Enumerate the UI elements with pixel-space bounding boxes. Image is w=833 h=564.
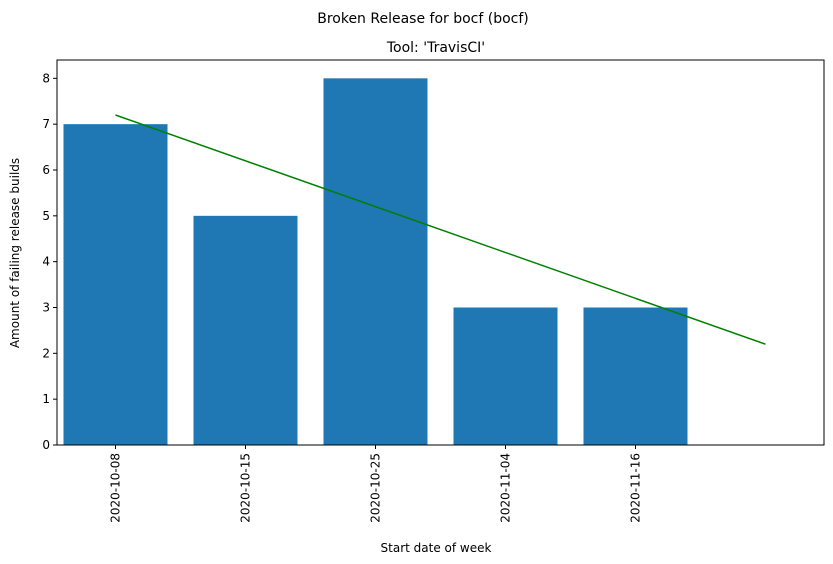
- y-tick-label: 3: [42, 301, 50, 315]
- x-axis: 2020-10-08 2020-10-15 2020-10-25 2020-11-04…: [109, 445, 643, 523]
- y-tick-label: 1: [42, 392, 50, 406]
- y-tick-label: 6: [42, 163, 50, 177]
- y-tick-label: 4: [42, 255, 50, 269]
- bar-2020-10-15: [193, 215, 298, 445]
- y-axis: 0 1 2 3 4 5 6 7 8: [42, 71, 57, 452]
- bar-2020-11-04: [453, 307, 558, 445]
- y-tick-label: 5: [42, 209, 50, 223]
- y-tick-label: 2: [42, 346, 50, 360]
- x-tick-label: 2020-10-15: [239, 453, 253, 523]
- plot-frame: [56, 59, 825, 446]
- y-tick-label: 7: [42, 117, 50, 131]
- trend-line: [115, 114, 766, 345]
- bar-2020-10-25: [323, 78, 428, 445]
- x-tick-label: 2020-11-04: [499, 453, 513, 523]
- bars-group: [63, 78, 688, 446]
- chart-suptitle: Broken Release for bocf (bocf): [317, 11, 529, 27]
- x-tick-label: 2020-10-08: [109, 453, 123, 523]
- bar-2020-11-16: [583, 307, 688, 445]
- trend-group: [115, 114, 766, 345]
- x-tick-label: 2020-11-16: [629, 453, 643, 523]
- y-axis-label: Amount of failing release builds: [8, 158, 22, 348]
- bar-2020-10-08: [63, 124, 168, 446]
- chart-title: Tool: 'TravisCI': [386, 40, 485, 56]
- y-tick-label: 8: [42, 71, 50, 85]
- y-tick-label: 0: [42, 438, 50, 452]
- x-tick-label: 2020-10-25: [369, 453, 383, 523]
- x-axis-label: Start date of week: [381, 541, 492, 555]
